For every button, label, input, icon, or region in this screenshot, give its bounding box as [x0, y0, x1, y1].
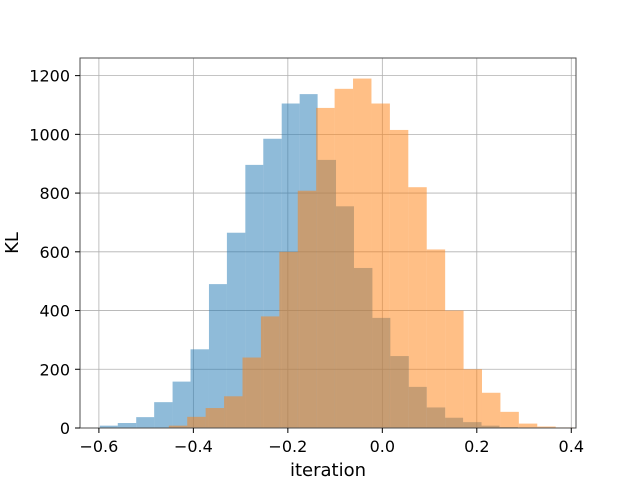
histogram-bar	[389, 129, 409, 428]
histogram-bar	[353, 78, 372, 429]
histogram-bar	[168, 425, 188, 428]
x-tick-label: −0.6	[79, 437, 118, 456]
y-axis-label: KL	[2, 232, 23, 254]
histogram-bar	[190, 349, 209, 428]
histogram-bar	[408, 187, 427, 428]
x-tick-label: 0.2	[464, 437, 489, 456]
x-tick-label: −0.2	[268, 437, 307, 456]
histogram-bar	[537, 426, 556, 428]
histogram-bar	[371, 103, 390, 429]
histogram-bar	[426, 249, 446, 428]
histogram-bar	[99, 425, 118, 428]
y-tick-label: 800	[39, 184, 70, 203]
y-tick-label: 0	[60, 419, 70, 438]
histogram-bars	[99, 78, 575, 429]
histogram-bar	[463, 369, 482, 428]
histogram-series-2	[168, 78, 575, 429]
y-tick-label: 400	[39, 302, 70, 321]
axis-ticks: −0.6 −0.4 −0.2 0.0 0.2 0.4 0 200 400 600 800 1000 12…	[29, 67, 584, 456]
x-axis-label: iteration	[290, 460, 366, 480]
histogram-bar	[172, 381, 191, 428]
histogram-bar	[154, 402, 173, 428]
plot-area-frame	[79, 57, 577, 429]
histogram-bar	[260, 316, 280, 428]
y-tick-label: 200	[39, 360, 70, 379]
histogram-bar	[224, 396, 243, 428]
x-tick-label: 0.0	[370, 437, 395, 456]
histogram-bar	[226, 232, 246, 428]
histogram-bar	[279, 251, 298, 428]
y-tick-label: 1000	[29, 125, 70, 144]
histogram-bar	[334, 88, 354, 428]
histogram-bar	[481, 392, 501, 428]
histogram-bar	[518, 423, 538, 428]
histogram-bar	[445, 310, 464, 428]
histogram-bar	[242, 357, 261, 428]
histogram-bar	[117, 423, 137, 428]
histogram-bar	[205, 408, 225, 428]
x-tick-label: 0.4	[559, 437, 584, 456]
histogram-bar	[316, 107, 335, 429]
histogram-bar	[208, 284, 227, 428]
y-tick-label: 1200	[29, 67, 70, 86]
histogram-bar	[187, 416, 206, 428]
y-tick-label: 600	[39, 243, 70, 262]
histogram-bar	[500, 411, 519, 428]
x-tick-label: −0.4	[174, 437, 213, 456]
histogram-bar	[297, 190, 317, 428]
histogram-bar	[136, 417, 155, 428]
